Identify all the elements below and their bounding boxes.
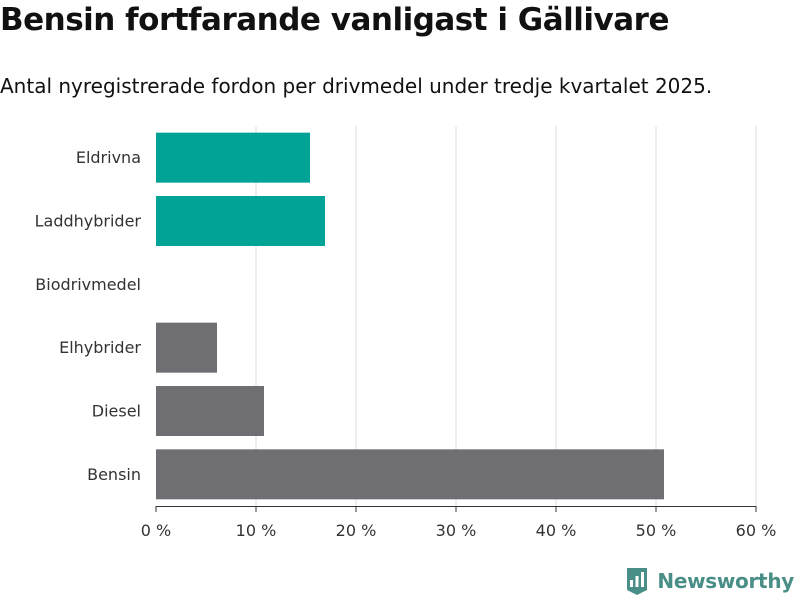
logo-text: Newsworthy [657,569,794,593]
x-tick-label: 50 % [636,521,677,540]
newsworthy-chart-icon [627,568,648,595]
category-label: Laddhybrider [35,212,142,231]
x-tick-label: 60 % [736,521,777,540]
bar [156,132,310,183]
category-label: Bensin [87,465,141,484]
category-label: Biodrivmedel [35,275,141,294]
x-tick-label: 30 % [436,521,477,540]
newsworthy-logo: Newsworthy [625,566,794,596]
bar [156,196,325,246]
chart-title: Bensin fortfarande vanligast i Gällivare [0,2,669,38]
bar [156,386,264,436]
category-label: Eldrivna [76,148,141,167]
x-tick-label: 40 % [536,521,577,540]
category-label: Elhybrider [59,338,141,357]
x-tick-label: 0 % [141,521,171,540]
bar [156,449,664,500]
x-tick-label: 10 % [236,521,277,540]
bar [156,322,217,373]
chart-subtitle: Antal nyregistrerade fordon per drivmede… [0,74,713,98]
category-label: Diesel [92,402,141,421]
x-tick-label: 20 % [336,521,377,540]
